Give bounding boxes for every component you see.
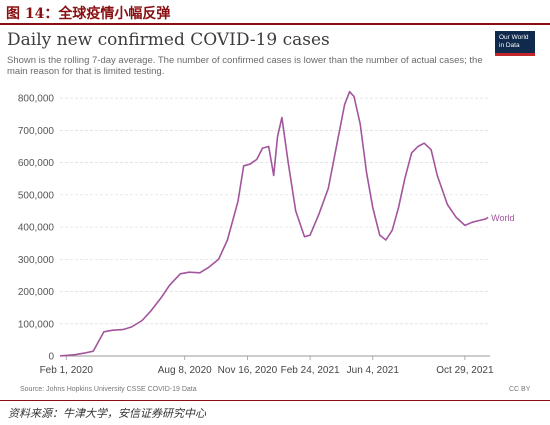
figure-title: 图 14：全球疫情小幅反弹 bbox=[6, 6, 171, 22]
y-tick-label: 400,000 bbox=[18, 223, 55, 234]
x-tick-label: Oct 29, 2021 bbox=[436, 365, 494, 376]
x-tick-label: Aug 8, 2020 bbox=[158, 365, 212, 376]
gridlines bbox=[60, 97, 490, 357]
y-tick-label: 500,000 bbox=[18, 190, 55, 201]
y-tick-label: 100,000 bbox=[18, 319, 55, 330]
series-line-world[interactable] bbox=[59, 90, 489, 357]
owid-logo[interactable]: Our World in Data bbox=[495, 31, 535, 56]
chart-subtitle: Shown is the rolling 7-day average. The … bbox=[7, 55, 483, 77]
y-tick-label: 0 bbox=[48, 352, 54, 363]
x-tick-label: Feb 1, 2020 bbox=[40, 365, 94, 376]
x-axis: Feb 1, 2020 Aug 8, 2020 Nov 16, 2020 Feb 24… bbox=[40, 356, 494, 376]
series-label-world: World bbox=[491, 213, 514, 223]
plot-area: World bbox=[59, 90, 514, 357]
source-note: Source: Johns Hopkins University CSSE CO… bbox=[20, 386, 197, 393]
y-tick-label: 700,000 bbox=[18, 126, 55, 137]
chart-title: Daily new confirmed COVID-19 cases bbox=[7, 30, 330, 50]
y-tick-label: 200,000 bbox=[18, 287, 55, 298]
x-tick-label: Feb 24, 2021 bbox=[281, 365, 340, 376]
data-credit: 资料来源：牛津大学，安信证券研究中心 bbox=[8, 407, 206, 420]
title-divider bbox=[0, 23, 550, 25]
y-tick-label: 600,000 bbox=[18, 158, 55, 169]
bottom-divider bbox=[0, 400, 550, 401]
y-tick-label: 300,000 bbox=[18, 255, 55, 266]
line-chart: 0 100,000 200,000 300,000 400,000 500,000 600,… bbox=[18, 90, 514, 376]
y-tick-label: 800,000 bbox=[18, 94, 55, 105]
y-axis: 0 100,000 200,000 300,000 400,000 500,000 600,… bbox=[18, 94, 55, 363]
license-link[interactable]: CC BY bbox=[509, 386, 531, 393]
x-tick-label: Jun 4, 2021 bbox=[347, 365, 400, 376]
x-tick-label: Nov 16, 2020 bbox=[218, 365, 278, 376]
logo-line-1: Our World bbox=[499, 34, 529, 41]
logo-line-2: in Data bbox=[499, 42, 520, 49]
